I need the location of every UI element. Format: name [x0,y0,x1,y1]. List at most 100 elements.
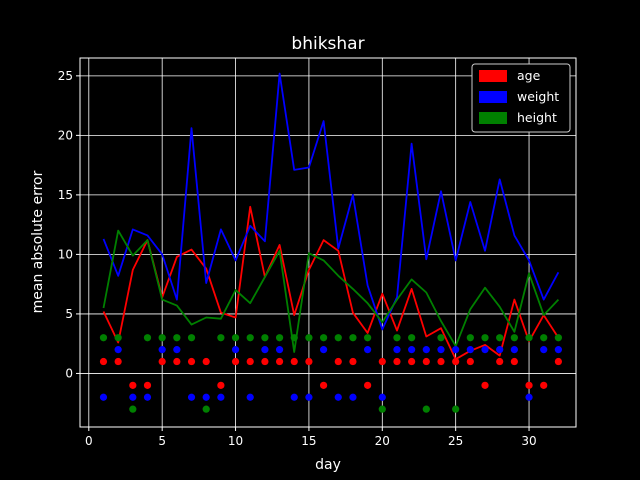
marker-weight [305,393,313,401]
marker-age [217,381,225,389]
plot-frame [79,57,577,428]
marker-height [554,334,562,342]
series-layer [99,72,562,413]
y-tick-label: 15 [58,188,73,202]
y-tick-label: 0 [65,366,73,380]
chart-title: bhikshar [291,34,364,54]
marker-weight [275,346,284,354]
marker-age [202,357,210,366]
marker-height [246,334,254,342]
marker-age [422,357,430,366]
marker-height [114,334,122,342]
marker-weight [481,346,489,354]
legend-label-age: age [517,68,541,83]
marker-weight [334,393,342,401]
legend: age weight height [471,63,571,133]
marker-height [261,334,269,342]
x-tick-label: 30 [521,434,536,448]
marker-age [452,357,460,366]
marker-weight [202,393,210,401]
marker-height [349,334,357,342]
marker-age [496,357,504,366]
marker-height [187,334,196,342]
marker-age [99,357,108,366]
x-tick-label: 15 [301,434,316,448]
marker-height [525,334,533,342]
marker-age [319,381,328,389]
marker-weight [393,346,401,354]
marker-age [466,357,474,366]
marker-age [393,357,401,366]
marker-height [305,334,313,342]
marker-height [452,405,460,413]
marker-weight [99,393,108,401]
marker-weight [408,346,416,354]
marker-age [114,357,122,366]
y-tick-label: 5 [65,307,73,321]
legend-swatch-age [479,70,507,82]
x-tick-label: 10 [228,434,243,448]
marker-weight [114,346,122,354]
marker-age [408,357,416,366]
marker-age [173,357,181,366]
marker-weight [319,346,328,354]
y-tick-label: 10 [58,247,73,261]
marker-age [437,357,445,366]
marker-height [158,334,166,342]
marker-age [143,381,152,389]
marker-height [334,334,342,342]
marker-height [129,405,137,413]
marker-weight [261,346,269,354]
series-line-age [102,205,560,361]
marker-height [99,334,108,342]
marker-age [540,381,548,389]
marker-weight [143,393,152,401]
legend-label-weight: weight [517,89,559,104]
marker-age [129,381,137,389]
marker-weight [364,346,372,354]
marker-age [231,357,240,366]
marker-age [349,357,357,366]
marker-height [510,334,518,342]
marker-height [217,334,225,342]
marker-weight [246,393,254,401]
x-tick-label: 20 [375,434,390,448]
marker-weight [173,346,181,354]
y-tick-label: 25 [58,69,73,83]
marker-age [246,357,254,366]
marker-age [187,357,196,366]
legend-label-height: height [517,110,557,125]
marker-height [466,334,474,342]
marker-weight [129,393,137,401]
marker-weight [452,346,460,354]
marker-height [481,334,489,342]
marker-weight [349,393,357,401]
marker-age [334,357,342,366]
series-line-weight [102,72,560,331]
marker-weight [496,346,504,354]
marker-height [437,334,445,342]
marker-age [290,357,298,366]
marker-weight [525,393,533,401]
marker-weight [540,346,548,354]
marker-height [422,405,430,413]
marker-age [261,357,269,366]
marker-weight [217,393,225,401]
marker-height [143,334,152,342]
y-tick-label: 20 [58,128,73,142]
marker-weight [187,393,196,401]
marker-height [290,334,298,342]
x-tick-label: 0 [85,434,93,448]
marker-weight [437,346,445,354]
x-axis-title: day [315,457,341,473]
marker-age [305,357,313,366]
ticks: 0 5 10 15 20 25 30 0 5 10 15 20 25 [58,69,537,448]
marker-height [496,334,504,342]
marker-height [364,334,372,342]
marker-age [525,381,533,389]
marker-height [202,405,210,413]
marker-age [364,381,372,389]
marker-height [540,334,548,342]
y-axis-title: mean absolute error [30,170,46,313]
